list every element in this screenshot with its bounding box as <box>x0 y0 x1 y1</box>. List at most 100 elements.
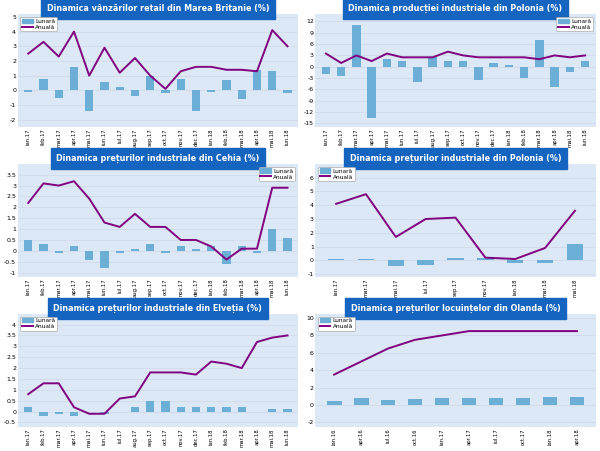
Bar <box>398 61 406 67</box>
Bar <box>70 412 78 416</box>
Bar <box>85 90 94 111</box>
Bar <box>567 244 583 260</box>
Bar <box>176 247 185 251</box>
Bar <box>39 412 47 416</box>
Bar <box>388 260 404 266</box>
Legend: Lunară, Anuală: Lunară, Anuală <box>20 317 57 331</box>
Bar <box>131 407 139 412</box>
Bar <box>268 229 277 251</box>
Bar <box>24 90 32 92</box>
Bar <box>207 247 215 251</box>
Bar <box>176 78 185 90</box>
Bar <box>283 238 292 251</box>
Bar <box>100 251 109 268</box>
Bar <box>477 258 494 260</box>
Bar <box>222 251 230 264</box>
Bar <box>569 397 584 405</box>
Bar <box>131 90 139 96</box>
Bar <box>488 398 503 405</box>
Bar <box>328 259 344 260</box>
Title: Dinamica prețurilor industriale din Elveția (%): Dinamica prețurilor industriale din Elve… <box>53 304 262 313</box>
Bar <box>434 398 449 405</box>
Bar <box>192 407 200 412</box>
Bar <box>116 87 124 90</box>
Bar <box>380 400 395 405</box>
Bar <box>100 412 109 414</box>
Bar <box>268 410 277 412</box>
Bar <box>383 59 391 67</box>
Bar <box>507 260 523 263</box>
Bar <box>444 61 452 67</box>
Title: Dinamica prețurilor industriale din Polonia (%): Dinamica prețurilor industriale din Polo… <box>350 154 562 163</box>
Bar <box>70 67 78 90</box>
Bar <box>24 407 32 412</box>
Bar <box>520 67 529 78</box>
Bar <box>337 67 346 76</box>
Bar <box>222 407 230 412</box>
Bar <box>413 67 422 82</box>
Bar <box>238 90 246 99</box>
Bar <box>535 40 544 67</box>
Bar <box>537 260 553 263</box>
Bar <box>192 249 200 251</box>
Bar <box>515 398 530 405</box>
Bar <box>542 397 557 405</box>
Bar <box>418 260 434 265</box>
Bar <box>207 90 215 92</box>
Bar <box>39 244 47 251</box>
Bar <box>131 249 139 251</box>
Bar <box>192 90 200 111</box>
Title: Dinamica producției industriale din Polonia (%): Dinamica producției industriale din Polo… <box>349 4 563 14</box>
Bar <box>55 90 63 98</box>
Bar <box>490 63 498 67</box>
Bar <box>322 67 330 74</box>
Bar <box>39 78 47 90</box>
Bar <box>326 400 341 405</box>
Bar <box>146 244 154 251</box>
Legend: Lunară, Anuală: Lunară, Anuală <box>318 167 355 181</box>
Bar <box>85 251 94 259</box>
Bar <box>161 90 170 93</box>
Bar <box>581 61 589 67</box>
Bar <box>55 251 63 253</box>
Title: Dinamica vânzărilor retail din Marea Britanie (%): Dinamica vânzărilor retail din Marea Bri… <box>47 4 269 13</box>
Bar <box>283 410 292 412</box>
Bar <box>448 258 464 260</box>
Bar <box>161 400 170 412</box>
Bar <box>238 407 246 412</box>
Bar <box>24 240 32 251</box>
Bar <box>353 398 368 405</box>
Bar <box>55 412 63 414</box>
Bar <box>238 247 246 251</box>
Bar <box>146 76 154 90</box>
Legend: Lunară, Anuală: Lunară, Anuală <box>318 317 355 331</box>
Bar <box>428 57 437 67</box>
Bar <box>268 71 277 90</box>
Bar <box>222 80 230 90</box>
Bar <box>550 67 559 87</box>
Bar <box>474 67 482 80</box>
Bar <box>253 251 261 253</box>
Bar <box>116 251 124 253</box>
Bar <box>70 247 78 251</box>
Bar <box>146 400 154 412</box>
Bar <box>100 82 109 90</box>
Legend: Lunară, Anuală: Lunară, Anuală <box>259 167 295 181</box>
Bar <box>367 67 376 118</box>
Bar <box>253 70 261 90</box>
Bar <box>407 399 422 405</box>
Bar <box>207 407 215 412</box>
Bar <box>352 25 361 67</box>
Bar <box>161 251 170 253</box>
Legend: Lunară, Anuală: Lunară, Anuală <box>556 17 593 32</box>
Legend: Lunară, Anuală: Lunară, Anuală <box>20 17 57 32</box>
Bar <box>459 61 467 67</box>
Bar <box>461 398 476 405</box>
Title: Dinamica prețurilor industriale din Cehia (%): Dinamica prețurilor industriale din Cehi… <box>56 154 260 163</box>
Title: Dinamica prețurilor locuințelor din Olanda (%): Dinamica prețurilor locuințelor din Olan… <box>350 304 560 313</box>
Bar <box>283 90 292 93</box>
Bar <box>176 407 185 412</box>
Bar <box>566 67 574 73</box>
Bar <box>358 259 374 260</box>
Bar <box>505 65 513 67</box>
